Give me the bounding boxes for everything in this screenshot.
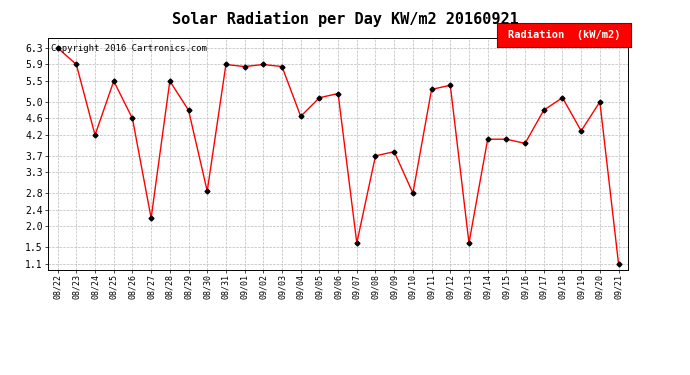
Text: Solar Radiation per Day KW/m2 20160921: Solar Radiation per Day KW/m2 20160921: [172, 11, 518, 27]
Text: Radiation  (kW/m2): Radiation (kW/m2): [508, 30, 620, 40]
Text: Copyright 2016 Cartronics.com: Copyright 2016 Cartronics.com: [51, 45, 207, 54]
